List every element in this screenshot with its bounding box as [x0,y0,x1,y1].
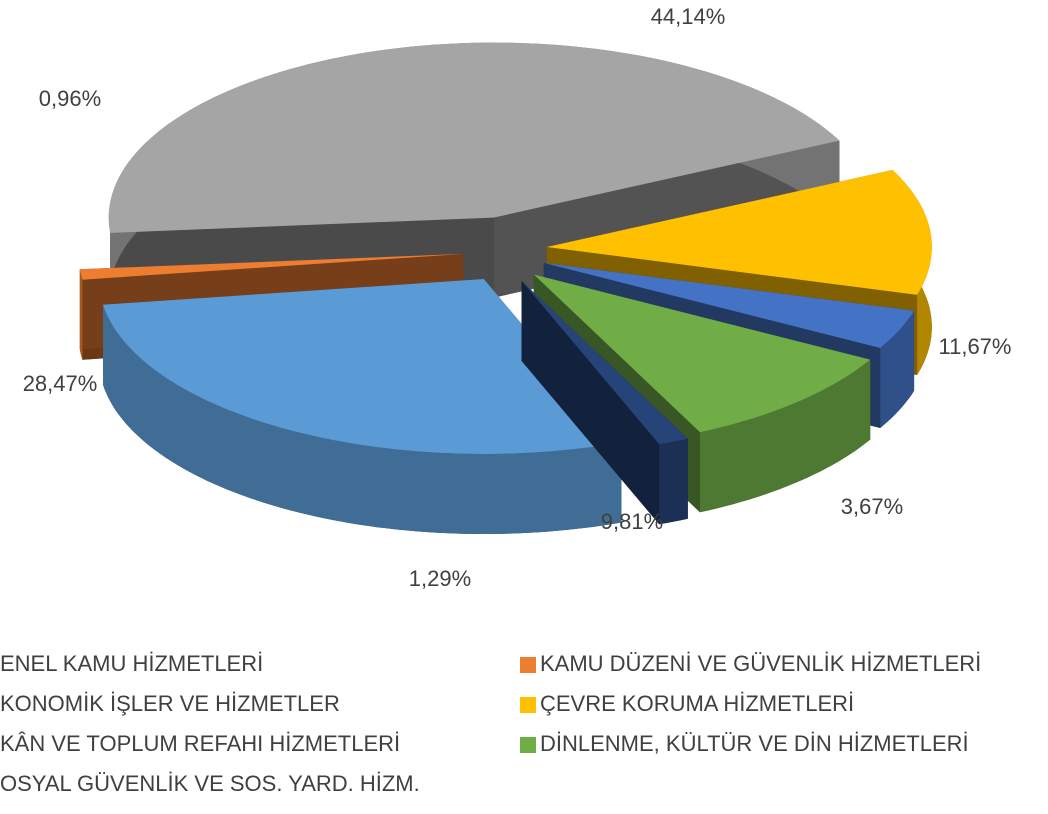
slice-rim [103,304,622,534]
data-label: 9,81% [601,509,663,534]
slice-rim [700,359,871,513]
legend-swatch [520,737,536,753]
slice-rim [880,310,915,428]
legend-label: KONOMİK İŞLER VE HİZMETLER [0,691,340,716]
slice-top [533,274,871,433]
legend-label: ENEL KAMU HİZMETLERİ [0,651,263,676]
legend-swatch [520,697,536,713]
legend-label: KÂN VE TOPLUM REFAHI HİZMETLERİ [0,731,400,756]
legend-swatch [520,657,536,673]
data-label: 44,14% [651,4,726,29]
slice-side [521,280,660,525]
slice-top [543,262,915,348]
data-label: 1,29% [409,566,471,591]
data-label: 3,67% [841,494,903,519]
data-label: 0,96% [39,86,101,111]
legend-label: DİNLENME, KÜLTÜR VE DİN HİZMETLERİ [540,731,969,756]
slice-rim [659,438,688,525]
data-label: 28,47% [23,371,98,396]
legend-label: OSYAL GÜVENLİK VE SOS. YARD. HİZM. [0,771,420,796]
slice [103,279,622,534]
slice-top [79,253,464,280]
legend-label: KAMU DÜZENİ VE GÜVENLİK HİZMETLERİ [540,651,981,676]
slice-top [108,42,840,233]
slice-top [103,279,622,454]
slice-top [521,280,688,445]
slice-top [546,170,932,295]
legend-label: ÇEVRE KORUMA HİZMETLERİ [540,691,854,716]
data-label: 11,67% [939,334,1012,359]
slice [521,280,688,525]
slice-rim [79,269,83,360]
